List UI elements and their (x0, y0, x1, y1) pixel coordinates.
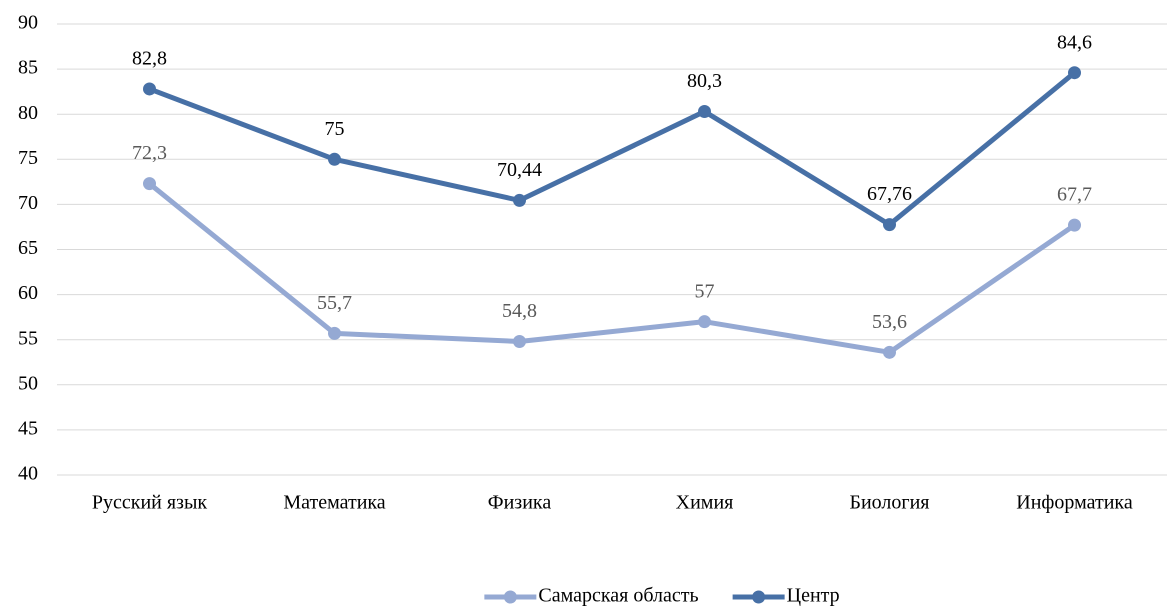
y-tick-label: 40 (18, 463, 38, 485)
data-label: 72,3 (132, 142, 167, 164)
data-label: 55,7 (317, 292, 352, 314)
data-label: 57 (695, 280, 715, 302)
marker (143, 82, 156, 96)
data-label: 80,3 (687, 70, 722, 92)
data-label: 82,8 (132, 48, 167, 70)
x-tick-label: Информатика (1016, 492, 1133, 514)
marker (513, 193, 526, 207)
y-tick-label: 50 (18, 372, 38, 394)
x-tick-label: Химия (676, 492, 734, 514)
data-label: 54,8 (502, 300, 537, 322)
marker (698, 104, 711, 118)
data-label: 67,76 (867, 183, 912, 205)
series-line (147, 181, 1076, 355)
marker (883, 218, 896, 232)
marker (1068, 218, 1081, 232)
y-tick-label: 75 (18, 147, 38, 169)
x-tick-label: Математика (283, 492, 385, 514)
y-tick-label: 55 (18, 327, 38, 349)
y-tick-label: 90 (18, 12, 38, 34)
x-tick-label: Русский язык (92, 492, 208, 514)
marker (328, 152, 341, 166)
marker (698, 315, 711, 329)
legend: Самарская область Центр (484, 585, 840, 606)
series-line (148, 70, 1077, 228)
marker (513, 335, 526, 349)
legend-marker (752, 590, 766, 604)
data-label: 53,6 (872, 311, 907, 333)
data-label: 84,6 (1057, 31, 1092, 53)
y-tick-label: 80 (18, 102, 38, 124)
y-tick-label: 70 (18, 192, 38, 214)
marker (143, 177, 156, 191)
y-tick-label: 85 (18, 57, 38, 79)
data-label: 70,44 (497, 159, 542, 181)
data-label: 67,7 (1057, 184, 1092, 206)
y-tick-label: 60 (18, 282, 38, 304)
legend-label: Самарская область (538, 585, 698, 606)
y-tick-label: 45 (18, 417, 38, 439)
marker (328, 326, 341, 340)
marker (1068, 66, 1081, 80)
x-tick-label: Физика (488, 492, 552, 514)
data-label: 75 (325, 118, 345, 140)
legend-marker (503, 590, 517, 604)
marker (883, 345, 896, 359)
x-tick-label: Биология (849, 492, 929, 514)
legend-label: Центр (787, 585, 840, 606)
y-tick-label: 65 (18, 237, 38, 259)
